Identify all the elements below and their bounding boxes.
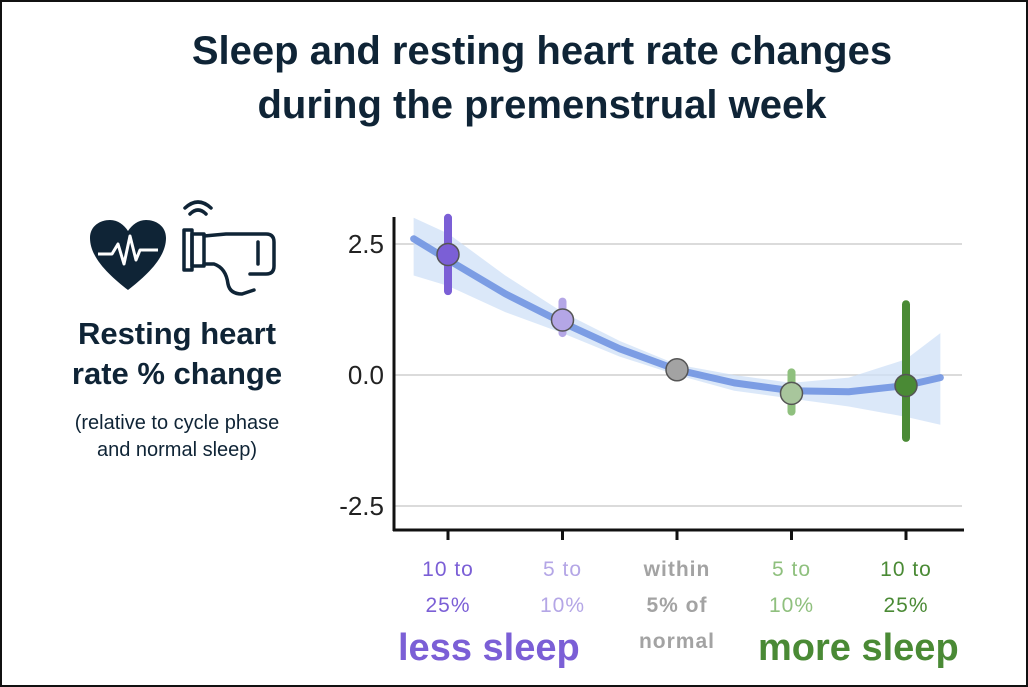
heart-rate-icon <box>90 220 166 290</box>
data-point <box>894 373 918 398</box>
x-category-label-line: 25% <box>425 594 471 617</box>
data-point <box>665 358 689 382</box>
x-category-label-line: 10 to <box>880 558 932 581</box>
fit-confidence-band <box>413 217 941 425</box>
group-label-less-sleep: less sleep <box>398 627 580 669</box>
x-category-label-line: within <box>643 558 711 581</box>
x-category-label-line: 10 to <box>422 558 474 581</box>
y-tick-label: 0.0 <box>348 360 384 390</box>
data-point <box>436 242 460 267</box>
x-category-label-line: 25% <box>883 594 929 617</box>
x-category-label-line: 10% <box>768 594 815 617</box>
x-category-label: within 5% of normal <box>622 552 732 660</box>
icon-group <box>90 200 276 296</box>
x-category-label: 10 to 25% <box>851 552 961 624</box>
title-line-2: during the premenstrual week <box>257 83 827 127</box>
x-category-label-line: 5 to <box>542 558 583 581</box>
y-axis-label-line-1: Resting heart <box>77 316 277 351</box>
y-axis-note-line-2: and normal sleep) <box>96 439 258 461</box>
smartwatch-icon <box>182 200 276 296</box>
x-category-label-line: 5 to <box>771 558 812 581</box>
y-axis-note-line-1: (relative to cycle phase <box>74 412 280 434</box>
chart-plot: 2.5 0.0 -2.5 <box>339 213 964 540</box>
y-axis-label: Resting heart rate % change <box>42 314 312 394</box>
data-point <box>550 308 575 332</box>
chart-title: Sleep and resting heart rate changes dur… <box>132 24 952 132</box>
y-tick-label: 2.5 <box>348 229 384 259</box>
x-category-label-line: normal <box>638 630 715 653</box>
x-category-label-line: 5% of <box>646 594 708 617</box>
data-point <box>779 381 804 406</box>
x-category-label: 10 to 25% <box>393 552 503 624</box>
y-axis-note: (relative to cycle phase and normal slee… <box>42 410 312 464</box>
group-label-more-sleep: more sleep <box>758 627 959 669</box>
y-axis-label-line-2: rate % change <box>71 356 283 391</box>
y-tick-label: -2.5 <box>339 491 384 521</box>
title-line-1: Sleep and resting heart rate changes <box>191 29 893 73</box>
x-category-label: 5 to 10% <box>508 552 618 624</box>
x-category-label: 5 to 10% <box>737 552 847 624</box>
x-category-label-line: 10% <box>539 594 586 617</box>
